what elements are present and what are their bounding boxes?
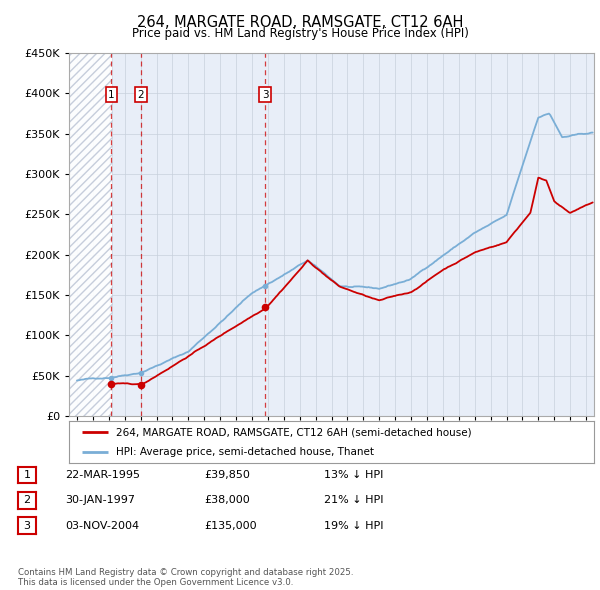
Text: 22-MAR-1995: 22-MAR-1995 xyxy=(65,470,140,480)
Text: 3: 3 xyxy=(23,521,31,530)
Text: 30-JAN-1997: 30-JAN-1997 xyxy=(65,496,135,505)
Text: 21% ↓ HPI: 21% ↓ HPI xyxy=(324,496,383,505)
Bar xyxy=(69,53,112,416)
Text: 2: 2 xyxy=(137,90,144,100)
Text: 264, MARGATE ROAD, RAMSGATE, CT12 6AH (semi-detached house): 264, MARGATE ROAD, RAMSGATE, CT12 6AH (s… xyxy=(116,427,472,437)
Text: 19% ↓ HPI: 19% ↓ HPI xyxy=(324,521,383,530)
Text: 1: 1 xyxy=(108,90,115,100)
Text: Price paid vs. HM Land Registry's House Price Index (HPI): Price paid vs. HM Land Registry's House … xyxy=(131,27,469,40)
Text: 3: 3 xyxy=(262,90,269,100)
Text: £39,850: £39,850 xyxy=(204,470,250,480)
Text: Contains HM Land Registry data © Crown copyright and database right 2025.
This d: Contains HM Land Registry data © Crown c… xyxy=(18,568,353,587)
Text: 1: 1 xyxy=(23,470,31,480)
Text: HPI: Average price, semi-detached house, Thanet: HPI: Average price, semi-detached house,… xyxy=(116,447,374,457)
Text: 2: 2 xyxy=(23,496,31,505)
Text: £135,000: £135,000 xyxy=(204,521,257,530)
Text: 03-NOV-2004: 03-NOV-2004 xyxy=(65,521,139,530)
Text: £38,000: £38,000 xyxy=(204,496,250,505)
Text: 13% ↓ HPI: 13% ↓ HPI xyxy=(324,470,383,480)
Text: 264, MARGATE ROAD, RAMSGATE, CT12 6AH: 264, MARGATE ROAD, RAMSGATE, CT12 6AH xyxy=(137,15,463,30)
